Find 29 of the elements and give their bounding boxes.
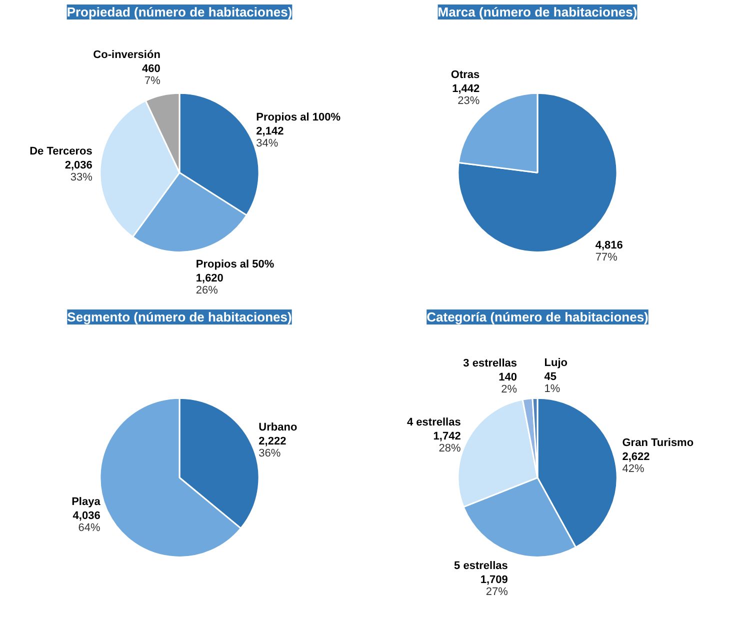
chart-title: Segmento (número de habitaciones) (67, 310, 292, 324)
slice-label: Urbano (258, 421, 298, 434)
data-label: 1,709 27% (480, 574, 508, 598)
slice-label: Gran Turismo (622, 436, 694, 449)
slice-label: Lujo (544, 356, 568, 369)
slice-label: 5 estrellas (454, 560, 508, 572)
slice-label: De Terceros (30, 145, 92, 158)
slice-label: 3 estrellas (463, 358, 517, 370)
data-label: 1,742 28% (433, 430, 462, 454)
data-label: 2,622 42% (622, 450, 650, 475)
chart-title: Propiedad (número de habitaciones) (66, 4, 292, 20)
data-label: 4,036 64% (72, 510, 101, 534)
slice-label: Otras (450, 69, 480, 81)
chart-title: Marca (número de habitaciones) (438, 4, 638, 20)
data-label: 1,442 23% (452, 83, 480, 107)
data-label: 460 7% (142, 63, 161, 88)
data-label: 4,816 77% (595, 239, 623, 264)
data-label: 1,620 26% (196, 272, 224, 297)
data-label: 140 2% (498, 372, 518, 396)
slice-label: Propios al 100% (256, 111, 341, 124)
data-label: 2,222 36% (258, 435, 286, 460)
slice-label: Co-inversión (93, 49, 161, 62)
slice-label: Playa (72, 496, 102, 508)
chart-title: Categoría (número de habitaciones) (426, 310, 648, 324)
data-label: 2,142 34% (256, 125, 284, 150)
data-label: 45 1% (544, 370, 560, 395)
data-label: 2,036 33% (64, 159, 93, 184)
slice-label: 4 estrellas (407, 416, 461, 428)
slice-label: Propios al 50% (196, 258, 274, 271)
